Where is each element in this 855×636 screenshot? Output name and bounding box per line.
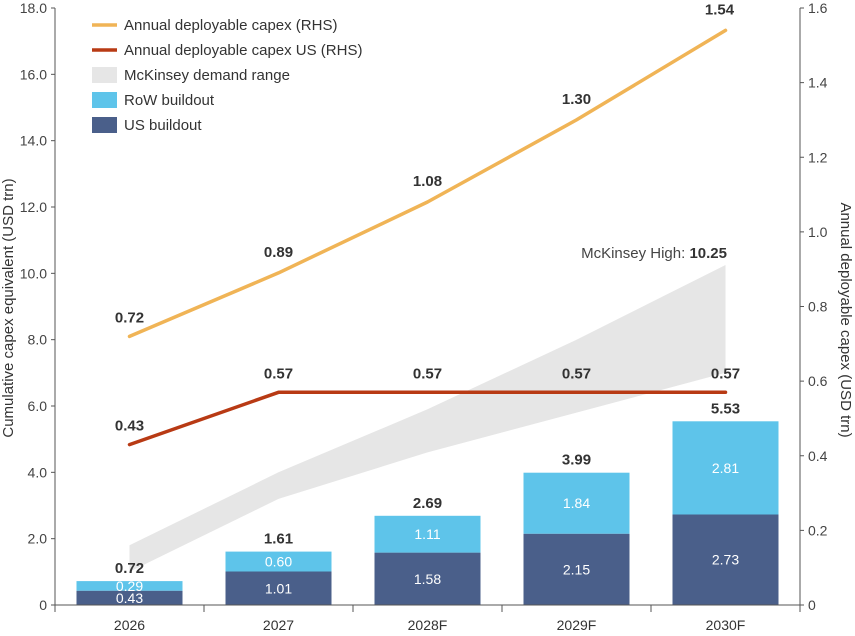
legend-label: US buildout <box>124 117 202 134</box>
bar-layer <box>76 421 779 605</box>
bar-value-label: 0.60 <box>265 554 292 570</box>
line-value-label: 0.57 <box>264 365 293 382</box>
bar-total-label: 3.99 <box>562 452 591 469</box>
bar-us-2028f <box>374 552 481 605</box>
legend-box-swatch <box>92 67 117 83</box>
y-left-tick-label: 2.0 <box>28 531 48 547</box>
bar-row-2030f <box>672 421 779 515</box>
legend-box-swatch <box>92 92 117 108</box>
mckinsey-high-value: 10.25 <box>689 245 727 262</box>
y-left-tick-label: 14.0 <box>20 133 47 149</box>
bar-row-2026 <box>76 581 183 591</box>
bar-value-label: 1.84 <box>563 495 590 511</box>
line-value-label: 1.30 <box>562 91 591 108</box>
x-tick-label: 2029F <box>557 617 597 633</box>
legend-label: McKinsey demand range <box>124 67 290 84</box>
y-right-tick-label: 1.0 <box>808 224 828 240</box>
bar-value-label: 2.73 <box>712 552 739 568</box>
line-value-label: 0.57 <box>413 365 442 382</box>
bar-total-label: 5.53 <box>711 401 740 418</box>
y-left-tick-label: 4.0 <box>28 464 48 480</box>
legend: Annual deployable capex (RHS) Annual depl… <box>92 17 362 134</box>
bar-us-2030f <box>672 514 779 605</box>
bar-value-label: 0.29 <box>116 578 143 594</box>
legend-label: RoW buildout <box>124 92 215 109</box>
data-label-layer: 0.430.290.721.010.601.611.581.112.692.15… <box>115 1 740 606</box>
bar-us-2026 <box>76 590 183 605</box>
line-value-label: 0.72 <box>115 309 144 326</box>
legend-label: Annual deployable capex (RHS) <box>124 17 337 34</box>
bar-row-2028f <box>374 515 481 553</box>
line-value-label: 0.57 <box>711 365 740 382</box>
x-tick-label: 2027 <box>263 617 294 633</box>
legend-label: Annual deployable capex US (RHS) <box>124 42 362 59</box>
y-right-tick-label: 1.4 <box>808 75 828 91</box>
bar-us-2029f <box>523 533 630 605</box>
y-right-axis-title: Annual deployable capex (USD trn) <box>837 202 854 437</box>
line-value-label: 1.08 <box>413 173 442 190</box>
bar-row-2029f <box>523 472 630 534</box>
bar-total-label: 0.72 <box>115 560 144 577</box>
line-layer <box>127 28 728 447</box>
bar-value-label: 0.43 <box>116 590 143 606</box>
bar-us-2027 <box>225 571 332 605</box>
y-right-tick-label: 0 <box>808 597 816 613</box>
bar-value-label: 1.11 <box>414 526 440 542</box>
mckinsey-high-annotation: McKinsey High: 10.25 <box>581 245 727 262</box>
mckinsey-demand-range-area <box>129 265 726 572</box>
bar-total-label: 2.69 <box>413 495 442 512</box>
y-left-axis-title: Cumulative capex equivalent (USD trn) <box>0 178 17 437</box>
y-left-tick-label: 8.0 <box>28 332 48 348</box>
y-right-tick-label: 0.2 <box>808 522 828 538</box>
bar-row-2027 <box>225 551 332 572</box>
axis-layer: 0 2.0 4.0 6.0 8.0 10.0 12.0 14.0 16.0 18.0 0 0.2 0.4… <box>20 0 828 633</box>
y-left-tick-label: 18.0 <box>20 0 47 16</box>
bar-value-label: 2.81 <box>712 460 739 476</box>
y-right-tick-label: 1.2 <box>808 149 828 165</box>
annual-capex-line <box>127 28 728 339</box>
annual-capex-us-line <box>127 390 728 447</box>
mckinsey-high-label: McKinsey High: <box>581 245 689 262</box>
y-right-tick-label: 0.4 <box>808 448 828 464</box>
y-right-tick-label: 0.8 <box>808 299 828 315</box>
line-value-label: 0.89 <box>264 244 293 261</box>
bar-total-label: 1.61 <box>264 531 293 548</box>
line-value-label: 0.43 <box>115 418 144 435</box>
x-tick-label: 2030F <box>706 617 746 633</box>
y-right-tick-label: 0.6 <box>808 373 828 389</box>
bar-value-label: 1.58 <box>414 571 441 587</box>
x-tick-label: 2028F <box>408 617 448 633</box>
bar-value-label: 2.15 <box>563 561 590 577</box>
line-value-label: 1.54 <box>705 1 735 18</box>
y-left-tick-label: 0 <box>39 597 47 613</box>
y-left-tick-label: 6.0 <box>28 398 48 414</box>
demand-range-band-layer <box>129 265 726 572</box>
y-right-tick-label: 1.6 <box>808 0 828 16</box>
y-left-tick-label: 10.0 <box>20 265 47 281</box>
legend-box-swatch <box>92 117 117 133</box>
y-left-tick-label: 12.0 <box>20 199 47 215</box>
y-left-tick-label: 16.0 <box>20 66 47 82</box>
x-tick-label: 2026 <box>114 617 145 633</box>
bar-value-label: 1.01 <box>265 580 292 596</box>
line-value-label: 0.57 <box>562 365 591 382</box>
